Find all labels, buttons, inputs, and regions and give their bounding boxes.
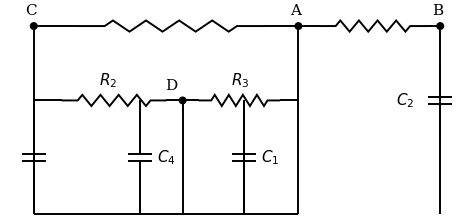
Text: C: C bbox=[26, 4, 37, 18]
Circle shape bbox=[179, 97, 186, 104]
Text: $C_4$: $C_4$ bbox=[156, 148, 175, 167]
Text: B: B bbox=[432, 4, 443, 18]
Circle shape bbox=[295, 23, 302, 29]
Text: $R_3$: $R_3$ bbox=[231, 71, 250, 90]
Text: $R_2$: $R_2$ bbox=[99, 71, 118, 90]
Text: D: D bbox=[164, 79, 177, 93]
Text: $C_2$: $C_2$ bbox=[396, 91, 414, 110]
Text: A: A bbox=[291, 4, 301, 18]
Text: $C_1$: $C_1$ bbox=[261, 148, 279, 167]
Circle shape bbox=[437, 23, 444, 29]
Circle shape bbox=[30, 23, 37, 29]
